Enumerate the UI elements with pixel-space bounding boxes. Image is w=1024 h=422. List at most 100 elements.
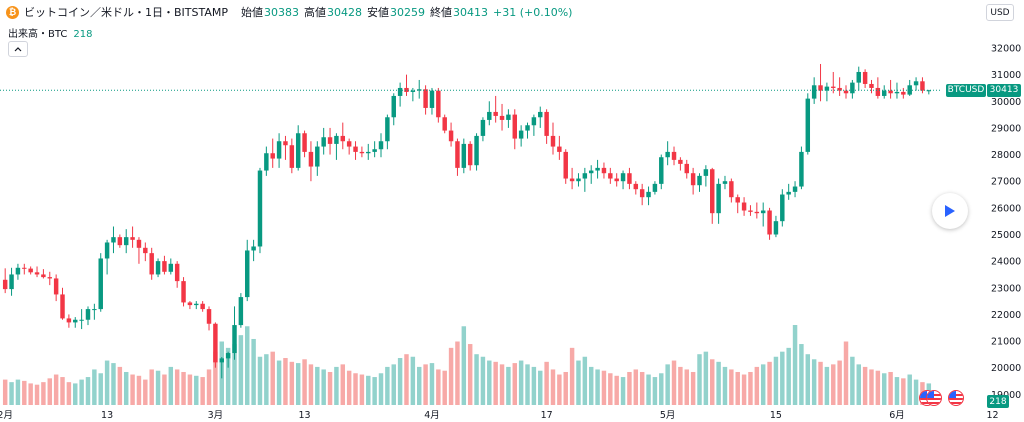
time-axis[interactable]: 2月133月134月175月156月127月12	[0, 410, 1024, 421]
candle-body	[811, 85, 817, 99]
candle-body	[340, 135, 346, 142]
candle-body	[729, 181, 734, 198]
candle-body	[136, 239, 142, 248]
candle	[143, 242, 148, 262]
candle	[455, 138, 460, 176]
candle	[869, 79, 874, 94]
volume-bar	[353, 373, 358, 405]
candle-body	[544, 111, 549, 136]
volume-bar	[104, 360, 110, 405]
time-tick-label: 13	[299, 410, 311, 421]
candle	[155, 258, 161, 278]
us-flag-icon[interactable]	[948, 390, 964, 406]
candle	[563, 149, 568, 184]
candle	[53, 274, 59, 302]
candle-body	[760, 210, 766, 214]
candle	[716, 178, 721, 224]
candle	[264, 146, 269, 176]
symbol-title[interactable]: ビットコイン／米ドル・1日・BITSTAMP	[24, 6, 229, 19]
chevron-up-icon	[14, 47, 22, 52]
candle-body	[525, 125, 530, 131]
volume-bar	[499, 364, 505, 405]
candle-body	[875, 87, 881, 96]
candle-body	[735, 197, 740, 203]
volume-bar	[117, 366, 123, 405]
volume-bar	[722, 366, 728, 405]
volume-bar	[888, 371, 893, 405]
candle-body	[238, 297, 244, 326]
candle	[79, 309, 84, 330]
candle-body	[219, 358, 224, 363]
volume-bar	[225, 347, 231, 405]
volume-bar	[601, 370, 607, 405]
volume-bar	[506, 366, 511, 405]
bitcoin-icon: ₿	[6, 5, 19, 19]
candle	[582, 167, 588, 192]
candle	[359, 146, 365, 158]
candle-body	[66, 318, 72, 323]
candle	[276, 133, 282, 168]
candle	[710, 167, 715, 224]
volume-bar	[149, 369, 154, 405]
high-value: 30428	[327, 5, 363, 19]
candle	[410, 87, 416, 102]
candle-body	[346, 141, 352, 147]
candle	[837, 77, 842, 96]
candle	[9, 267, 14, 296]
candle-body	[671, 151, 677, 160]
candle-body	[149, 253, 154, 275]
volume-bar	[729, 369, 734, 405]
candle	[684, 159, 689, 179]
play-button[interactable]	[932, 193, 968, 229]
open-label: 始値	[241, 6, 264, 19]
volume-bar	[155, 370, 161, 405]
candle-body	[576, 178, 581, 182]
candle-body	[926, 90, 932, 92]
candle	[729, 178, 734, 203]
price-axis[interactable]: 32000 31000 30000 29000 28000 27000 26000 25000…	[991, 43, 1021, 400]
candle	[856, 66, 861, 91]
candle	[28, 266, 33, 275]
volume-bar	[346, 370, 352, 405]
candle	[506, 109, 511, 128]
candle-body	[162, 261, 167, 272]
candle	[436, 87, 441, 123]
volume-bar	[366, 375, 371, 405]
candle-body	[474, 135, 479, 166]
candle	[480, 117, 486, 142]
volume-bar	[608, 373, 613, 405]
volume-bar	[194, 375, 199, 405]
candle-body	[862, 71, 868, 84]
volume-bar	[15, 379, 21, 405]
collapse-legend-button[interactable]	[8, 41, 28, 57]
volume-bar	[391, 364, 396, 405]
volume-bar	[168, 366, 174, 405]
volume-bar	[187, 374, 193, 405]
candle	[308, 141, 314, 182]
candle	[2, 268, 8, 294]
volume-legend: 出来高・BTC 218	[8, 25, 92, 40]
candle-body	[73, 319, 78, 323]
candle-body	[773, 221, 779, 235]
candle-body	[308, 151, 314, 167]
candle	[378, 133, 384, 158]
price-tick-label: 20000	[991, 363, 1021, 374]
volume-bar	[818, 361, 823, 405]
currency-button[interactable]: USD	[986, 4, 1014, 21]
us-flag-icon[interactable]	[926, 390, 942, 406]
volume-bar	[684, 369, 689, 405]
candle-body	[588, 170, 594, 174]
candle	[811, 77, 817, 104]
last-price-tag: 30413	[987, 83, 1021, 97]
time-tick-label: 5月	[660, 410, 676, 421]
volume-bar	[264, 354, 269, 405]
candle	[512, 109, 518, 150]
time-tick-label: 17	[541, 410, 553, 421]
volume-bar	[436, 369, 441, 405]
candle-body	[748, 210, 753, 212]
volume-bar	[66, 382, 72, 405]
candle-body	[767, 210, 772, 235]
candle-body	[531, 117, 537, 126]
candle	[748, 205, 753, 216]
